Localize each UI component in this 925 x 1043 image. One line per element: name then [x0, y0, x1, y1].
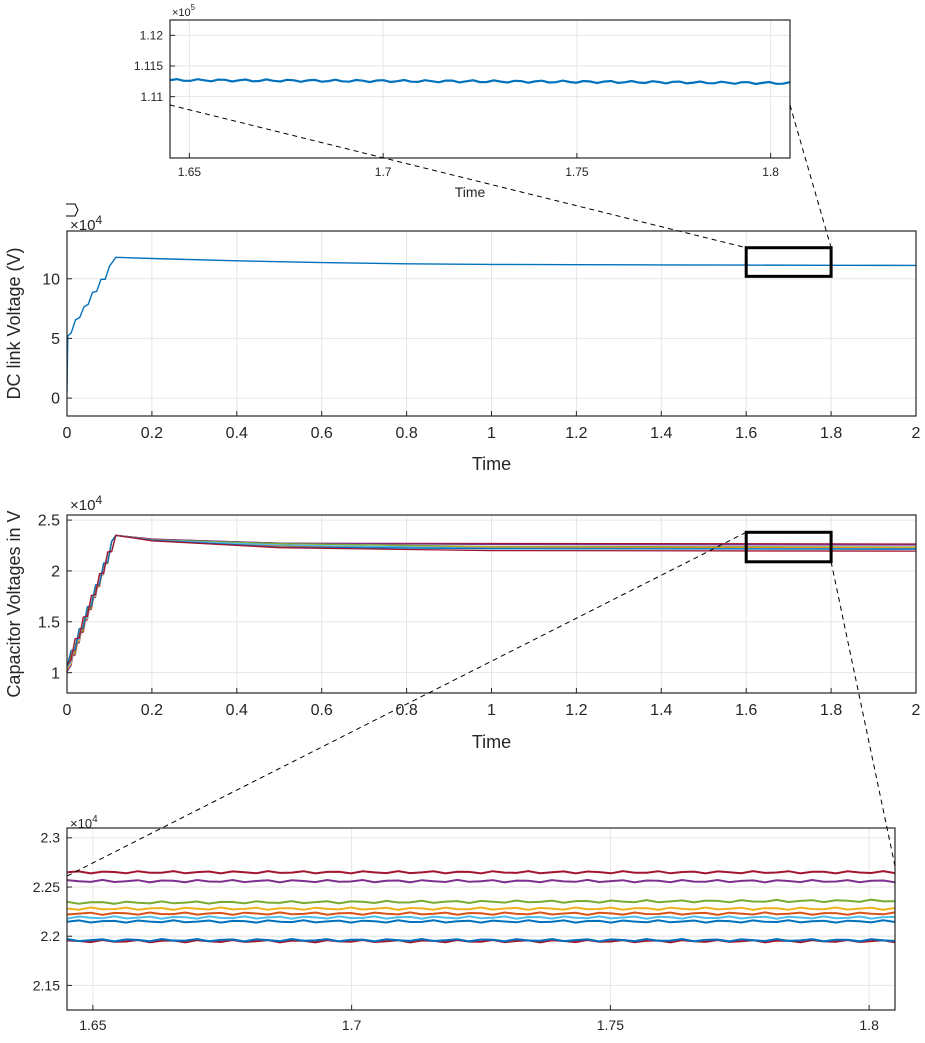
x-tick-label: 1.2: [565, 425, 587, 442]
x-tick-label: 1.6: [735, 425, 757, 442]
series-line: [170, 77, 790, 86]
x-tick-label: 1.75: [597, 1017, 624, 1033]
series-line: [67, 256, 916, 393]
x-tick-label: 1.4: [650, 425, 672, 442]
y-axis-label: Capacitor Voltages in V: [4, 510, 24, 697]
x-tick-label: 1.8: [820, 702, 842, 719]
axis-exponent: ×105: [172, 3, 196, 19]
x-tick-label: 1.7: [375, 165, 392, 179]
x-tick-label: 1.8: [762, 165, 779, 179]
plot-area: [67, 870, 895, 944]
exponent-base: ×10: [172, 7, 191, 19]
x-tick-label: 1.7: [342, 1017, 362, 1033]
axes-frame: [169, 19, 791, 159]
x-tick-label: 1.8: [820, 425, 842, 442]
zoom-connector-line: [789, 104, 832, 248]
x-tick-label: 2: [912, 425, 921, 442]
x-tick-label: 1.6: [735, 702, 757, 719]
y-tick-label: 2.25: [33, 879, 60, 895]
y-tick-label: 1: [51, 665, 60, 682]
x-tick-label: 0.4: [226, 425, 248, 442]
exponent-power: 4: [95, 213, 102, 227]
y-axis-label: DC link Voltage (V): [4, 247, 24, 399]
axis-exponent: ×104: [70, 493, 102, 514]
y-tick-label: 2.2: [41, 928, 61, 944]
x-tick-label: 0: [63, 702, 72, 719]
y-tick-label: 0: [51, 391, 60, 408]
x-axis-label: Time: [455, 184, 486, 200]
x-tick-label: 1.4: [650, 702, 672, 719]
chart-dc_link: 0 0.2 0.4 0.6 0.8 1 1.2 1.4 1.6 1.8 2 0 5 10 ×104 Time D…: [4, 213, 921, 474]
series-line: [67, 534, 916, 666]
series-line: [67, 911, 895, 916]
exponent-base: ×10: [70, 497, 95, 514]
exponent-power: 5: [191, 3, 196, 12]
x-tick-label: 0.8: [395, 425, 417, 442]
x-tick-label: 1.75: [565, 165, 589, 179]
y-tick-label: 1.115: [134, 59, 163, 73]
y-tick-label: 2.3: [41, 830, 61, 846]
plot-area: [170, 77, 790, 86]
x-tick-label: 0.2: [141, 425, 163, 442]
exponent-base: ×10: [70, 816, 92, 831]
x-axis-label: Time: [472, 454, 511, 474]
series-line: [67, 906, 895, 911]
x-tick-label: 1: [487, 702, 496, 719]
x-tick-label: 0.8: [395, 702, 417, 719]
x-tick-label: 1: [487, 425, 496, 442]
zoom-connector-line: [830, 561, 896, 867]
chart-zoom_dc: 1.65 1.7 1.75 1.8 1.11 1.115 1.12 ×105 Time: [134, 3, 791, 200]
x-tick-label: 1.65: [79, 1017, 106, 1033]
x-tick-label: 2: [912, 702, 921, 719]
exponent-power: 4: [92, 814, 98, 825]
chart-zoom_cap: 1.65 1.7 1.75 1.8 2.15 2.2 2.25 2.3 ×104: [33, 814, 896, 1033]
axis-exponent: ×104: [70, 213, 102, 234]
series-line: [67, 915, 895, 920]
y-tick-label: 2.15: [33, 977, 60, 993]
series-line: [67, 898, 895, 905]
zoom-region-box: [744, 246, 833, 278]
y-tick-label: 10: [42, 271, 60, 288]
axes-frame: [66, 827, 896, 1011]
x-tick-label: 0.2: [141, 702, 163, 719]
series-line: [67, 878, 895, 884]
x-axis-label: Time: [472, 732, 511, 752]
x-tick-label: 0: [63, 425, 72, 442]
y-tick-label: 2.5: [38, 513, 60, 530]
series-line: [67, 870, 895, 875]
axis-exponent: ×104: [70, 814, 98, 831]
x-tick-label: 1.8: [859, 1017, 879, 1033]
x-tick-label: 1.65: [178, 165, 202, 179]
zoom-region-box: [744, 530, 833, 564]
y-tick-label: 2: [51, 564, 60, 581]
y-tick-label: 1.5: [38, 614, 60, 631]
y-tick-label: 1.12: [140, 29, 164, 43]
x-tick-label: 0.6: [311, 702, 333, 719]
series-line: [67, 937, 895, 943]
chart-capacitor: 0 0.2 0.4 0.6 0.8 1 1.2 1.4 1.6 1.8 2 1 1.5 2 2.5 ×104 T…: [4, 493, 921, 752]
bracket-mark: [66, 203, 79, 217]
x-tick-label: 1.2: [565, 702, 587, 719]
x-tick-label: 0.6: [311, 425, 333, 442]
zoom-connector-line: [66, 531, 747, 877]
x-tick-label: 0.4: [226, 702, 248, 719]
plot-area: [67, 534, 916, 673]
series-line: [67, 919, 895, 924]
zoom-connector-line: [169, 104, 747, 249]
y-tick-label: 1.11: [141, 90, 164, 104]
exponent-base: ×10: [70, 217, 95, 234]
plot-area: [67, 256, 916, 393]
exponent-power: 4: [95, 493, 102, 507]
y-tick-label: 5: [51, 331, 60, 348]
